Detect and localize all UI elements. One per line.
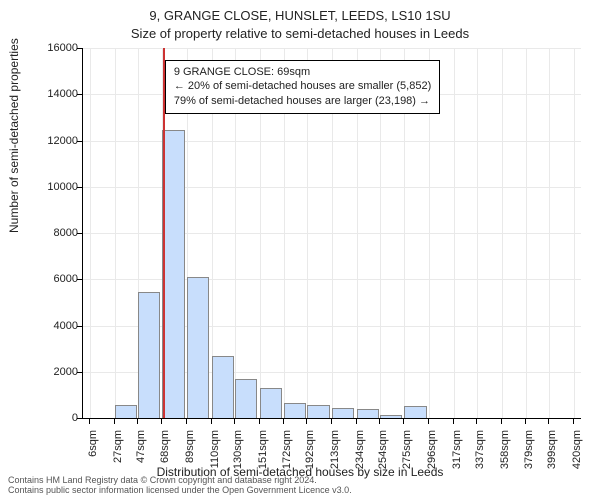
x-tick-label: 130sqm	[232, 430, 244, 469]
histogram-bar	[162, 130, 184, 418]
y-tick-label: 2000	[18, 366, 78, 378]
y-tick-label: 14000	[18, 88, 78, 100]
x-tick-label: 399sqm	[546, 430, 558, 469]
x-tick-label: 151sqm	[257, 430, 269, 469]
info-box-line-smaller: ← 20% of semi-detached houses are smalle…	[174, 79, 431, 94]
x-tick-mark	[428, 419, 429, 424]
gridline-v	[90, 48, 91, 418]
x-tick-mark	[379, 419, 380, 424]
y-tick-mark	[77, 372, 82, 373]
figure: 9, GRANGE CLOSE, HUNSLET, LEEDS, LS10 1S…	[0, 0, 600, 500]
histogram-bar	[284, 403, 306, 418]
x-tick-label: 27sqm	[112, 430, 124, 463]
y-tick-mark	[77, 279, 82, 280]
title-address: 9, GRANGE CLOSE, HUNSLET, LEEDS, LS10 1S…	[0, 8, 600, 23]
plot-area: 9 GRANGE CLOSE: 69sqm← 20% of semi-detac…	[82, 48, 581, 419]
x-tick-label: 420sqm	[571, 430, 583, 469]
gridline-v	[502, 48, 503, 418]
x-tick-label: 234sqm	[354, 430, 366, 469]
histogram-bar	[212, 356, 234, 418]
y-tick-label: 6000	[18, 273, 78, 285]
x-tick-mark	[476, 419, 477, 424]
histogram-bar	[404, 406, 426, 418]
x-tick-label: 110sqm	[209, 430, 221, 468]
footer-line-2: Contains public sector information licen…	[8, 486, 352, 496]
gridline-v	[549, 48, 550, 418]
x-tick-label: 47sqm	[135, 430, 147, 463]
info-box: 9 GRANGE CLOSE: 69sqm← 20% of semi-detac…	[165, 60, 440, 115]
y-tick-mark	[77, 141, 82, 142]
gridline-v	[574, 48, 575, 418]
info-box-line-property: 9 GRANGE CLOSE: 69sqm	[174, 65, 431, 80]
histogram-bar	[332, 408, 354, 418]
x-tick-label: 358sqm	[499, 430, 511, 469]
x-tick-mark	[501, 419, 502, 424]
x-tick-mark	[403, 419, 404, 424]
x-tick-label: 172sqm	[281, 430, 293, 469]
y-tick-label: 8000	[18, 227, 78, 239]
x-tick-mark	[356, 419, 357, 424]
y-tick-mark	[77, 187, 82, 188]
gridline-v	[454, 48, 455, 418]
y-tick-mark	[77, 233, 82, 234]
histogram-bar	[235, 379, 257, 418]
y-tick-label: 4000	[18, 320, 78, 332]
y-tick-mark	[77, 326, 82, 327]
histogram-bar	[138, 292, 160, 418]
histogram-bar	[357, 409, 379, 418]
y-tick-mark	[77, 94, 82, 95]
x-tick-mark	[548, 419, 549, 424]
histogram-bar	[307, 405, 329, 418]
x-tick-label: 379sqm	[523, 430, 535, 469]
x-tick-label: 213sqm	[329, 430, 341, 469]
x-tick-mark	[259, 419, 260, 424]
x-tick-label: 192sqm	[304, 430, 316, 469]
gridline-v	[477, 48, 478, 418]
histogram-bar	[260, 388, 282, 418]
y-tick-label: 10000	[18, 181, 78, 193]
histogram-bar	[115, 405, 137, 418]
x-tick-mark	[186, 419, 187, 424]
y-tick-label: 12000	[18, 135, 78, 147]
x-tick-mark	[114, 419, 115, 424]
x-tick-mark	[525, 419, 526, 424]
x-tick-mark	[283, 419, 284, 424]
x-tick-label: 317sqm	[451, 430, 463, 469]
gridline-v	[526, 48, 527, 418]
x-tick-mark	[161, 419, 162, 424]
title-subtitle: Size of property relative to semi-detach…	[0, 26, 600, 41]
x-tick-mark	[573, 419, 574, 424]
attribution-footer: Contains HM Land Registry data © Crown c…	[8, 476, 352, 496]
x-tick-label: 275sqm	[401, 430, 413, 469]
y-tick-mark	[77, 48, 82, 49]
y-tick-label: 16000	[18, 42, 78, 54]
y-tick-mark	[77, 418, 82, 419]
x-tick-label: 68sqm	[159, 430, 171, 463]
x-tick-mark	[89, 419, 90, 424]
histogram-bar	[187, 277, 209, 418]
x-tick-label: 296sqm	[426, 430, 438, 469]
x-tick-label: 6sqm	[87, 430, 99, 457]
x-tick-label: 89sqm	[184, 430, 196, 463]
x-tick-mark	[306, 419, 307, 424]
x-tick-label: 254sqm	[377, 430, 389, 469]
x-tick-mark	[137, 419, 138, 424]
x-tick-mark	[453, 419, 454, 424]
histogram-bar	[380, 415, 402, 418]
x-tick-mark	[234, 419, 235, 424]
x-tick-mark	[331, 419, 332, 424]
x-tick-label: 337sqm	[474, 430, 486, 469]
info-box-line-larger: 79% of semi-detached houses are larger (…	[174, 94, 431, 109]
gridline-v	[115, 48, 116, 418]
x-tick-mark	[211, 419, 212, 424]
y-tick-label: 0	[18, 412, 78, 424]
